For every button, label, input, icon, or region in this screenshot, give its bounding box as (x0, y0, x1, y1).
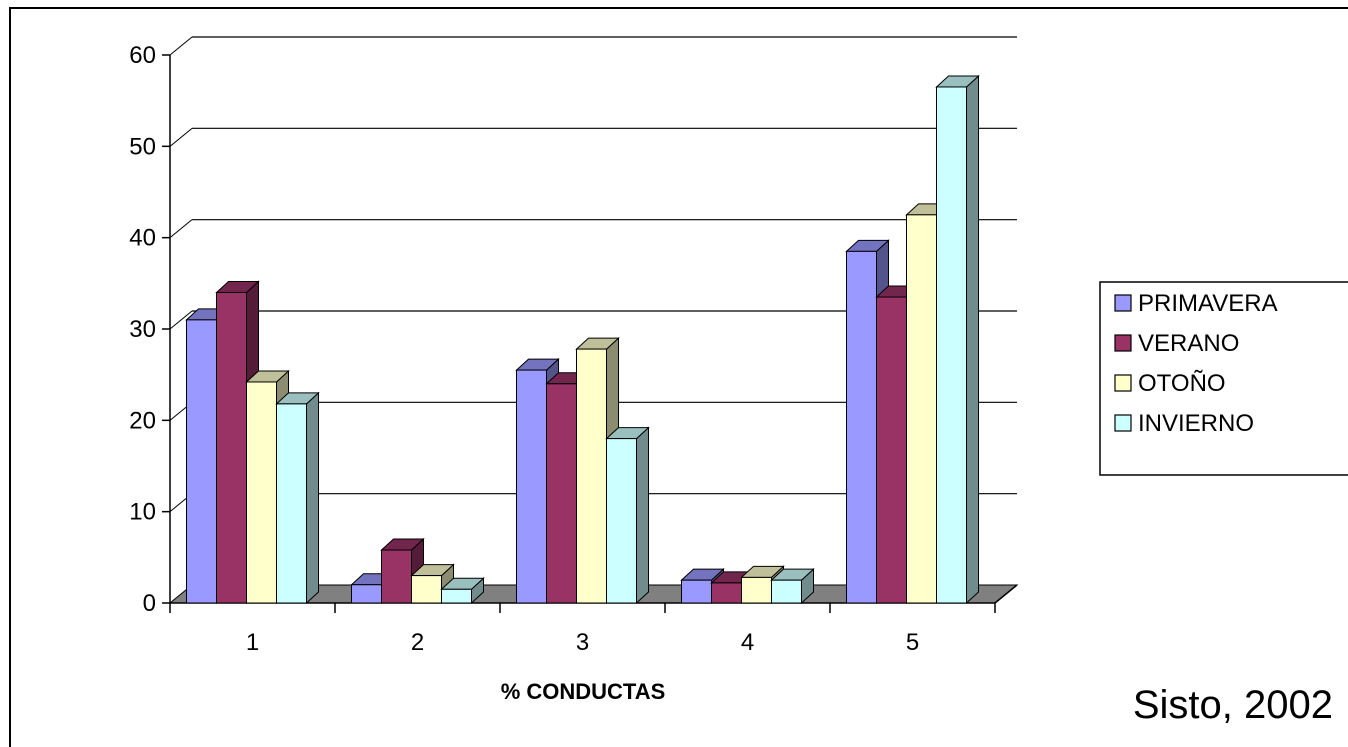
y-tick-label: 10 (129, 499, 156, 526)
x-tick-label: 4 (741, 629, 754, 656)
x-tick-label: 1 (246, 629, 259, 656)
x-axis-title: % CONDUCTAS (501, 679, 666, 704)
y-tick-label: 60 (129, 42, 156, 69)
y-tick-label: 0 (143, 590, 156, 617)
legend: PRIMAVERA VERANO OTOÑO INVIERNO (1099, 281, 1348, 476)
bar (186, 319, 217, 604)
bar (846, 250, 877, 604)
bar (906, 214, 937, 604)
legend-swatch (1114, 294, 1132, 312)
bar (216, 291, 247, 604)
bar (711, 582, 742, 604)
gridline-diagonal (169, 219, 193, 239)
bar (381, 549, 412, 604)
y-tick-label: 30 (129, 316, 156, 343)
y-tick-label: 40 (129, 225, 156, 252)
bar-side (636, 426, 649, 605)
bar (741, 576, 772, 604)
bar (681, 579, 712, 604)
legend-swatch (1114, 414, 1132, 432)
bars (185, 74, 980, 605)
bar-side (966, 74, 979, 605)
x-tick-label: 2 (411, 629, 424, 656)
legend-label: INVIERNO (1138, 410, 1254, 437)
y-tick-label: 50 (129, 133, 156, 160)
legend-label: VERANO (1138, 330, 1239, 357)
gridline-diagonal (169, 127, 193, 147)
legend-box (1099, 281, 1348, 476)
bar (606, 438, 637, 604)
bar-side (306, 391, 319, 605)
bar (411, 575, 442, 604)
source-citation: Sisto, 2002 (1133, 683, 1333, 727)
bar (246, 381, 277, 604)
tick-labels: 0 10 20 30 40 50 60 1 2 3 4 5 (129, 42, 919, 656)
bar (441, 588, 472, 604)
legend-swatch (1114, 334, 1132, 352)
bar (516, 369, 547, 604)
bar (771, 579, 802, 604)
bar (276, 403, 307, 604)
bar (936, 86, 967, 604)
x-tick-label: 3 (576, 629, 589, 656)
bar (351, 584, 382, 604)
x-axis-depth-line (994, 584, 1018, 604)
legend-swatch (1114, 374, 1132, 392)
legend-label: PRIMAVERA (1138, 290, 1278, 317)
x-tick-label: 5 (906, 629, 919, 656)
legend-label: OTOÑO (1138, 370, 1226, 397)
bar (576, 348, 607, 604)
gridline-diagonal (169, 310, 193, 330)
y-tick-label: 20 (129, 407, 156, 434)
gridline-diagonal (169, 36, 193, 56)
bar (876, 296, 907, 604)
bar (546, 383, 577, 604)
